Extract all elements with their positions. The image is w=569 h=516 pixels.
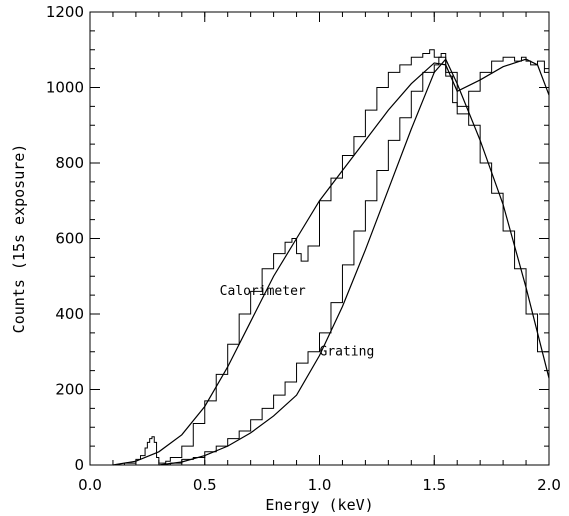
y-tick-label: 800 bbox=[55, 154, 84, 172]
y-tick-label: 400 bbox=[55, 305, 84, 323]
x-tick-label: 2.0 bbox=[537, 476, 561, 494]
x-axis-title: Energy (keV) bbox=[265, 496, 373, 514]
axis-ticks bbox=[89, 11, 550, 466]
y-axis-title: Counts (15s exposure) bbox=[10, 144, 28, 334]
y-tick-label: 600 bbox=[55, 230, 84, 248]
x-tick-label: 1.0 bbox=[308, 476, 332, 494]
y-tick-label: 1200 bbox=[46, 3, 84, 21]
axis-tick-labels: 0.0 0.5 1.0 1.5 2.0 0 200 400 600 800 1000 1200 bbox=[46, 3, 561, 494]
y-tick-label: 200 bbox=[55, 381, 84, 399]
histogram-series-0 bbox=[112, 49, 550, 466]
annotation-grating: Grating bbox=[320, 345, 375, 360]
y-tick-label: 1000 bbox=[46, 79, 84, 97]
y-tick-label: 0 bbox=[74, 456, 84, 474]
histogram-series-2 bbox=[158, 56, 550, 466]
model-curve-3 bbox=[158, 58, 550, 466]
x-tick-label: 0.5 bbox=[193, 476, 217, 494]
model-curve-1 bbox=[112, 58, 550, 466]
x-tick-label: 0.0 bbox=[78, 476, 102, 494]
x-tick-label: 1.5 bbox=[422, 476, 446, 494]
series-group bbox=[112, 49, 550, 466]
annotation-calorimeter: Calorimeter bbox=[220, 284, 306, 299]
